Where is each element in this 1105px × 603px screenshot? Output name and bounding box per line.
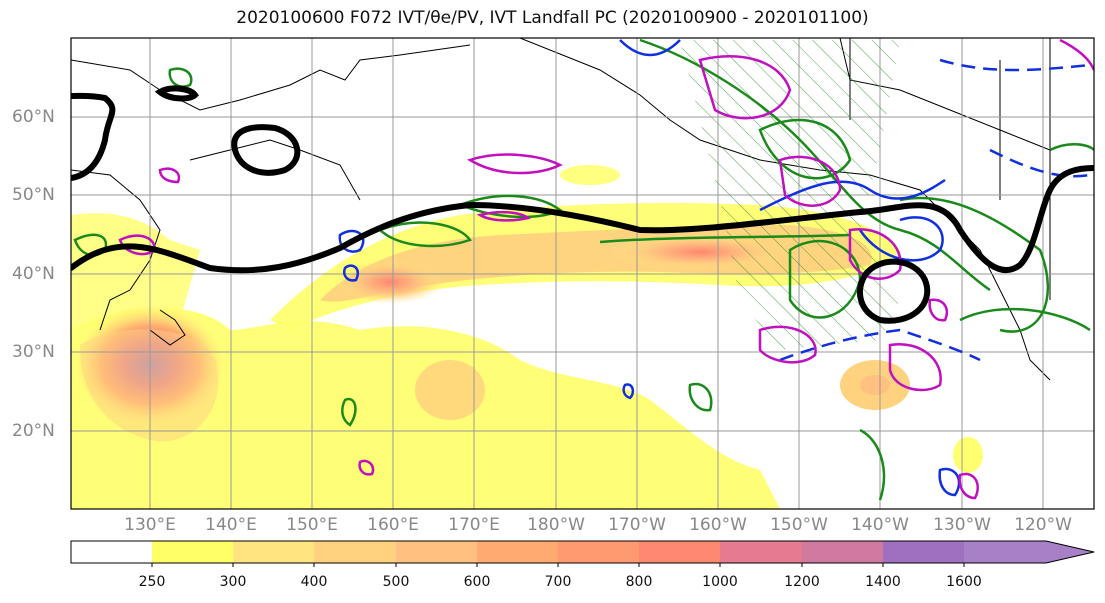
blue-contours: [338, 39, 1091, 497]
colorbar-tick: 1600: [946, 574, 982, 590]
black-contour: [71, 85, 1094, 324]
lon-label: 140°E: [205, 515, 257, 535]
map-frame: [70, 37, 1095, 510]
map-plot-area: [71, 38, 1094, 509]
colorbar-tick: 500: [382, 574, 410, 590]
colorbar-tick: 1400: [865, 574, 901, 590]
lon-label: 170°E: [448, 515, 500, 535]
lat-label: 30°N: [12, 342, 55, 362]
lat-label: 50°N: [12, 185, 55, 205]
colorbar-tick: 600: [463, 574, 491, 590]
lon-label: 130°W: [933, 515, 991, 535]
colorbar-tick: 300: [219, 574, 247, 590]
lat-label: 40°N: [12, 264, 55, 284]
lon-label: 170°W: [608, 515, 666, 535]
green-contours: [73, 38, 1094, 501]
lat-label: 60°N: [12, 107, 55, 127]
colorbar-tick: 700: [544, 574, 572, 590]
lon-label: 160°W: [689, 515, 747, 535]
lon-label: 130°E: [124, 515, 176, 535]
colorbar-tick: 1000: [702, 574, 738, 590]
lon-label: 140°W: [851, 515, 909, 535]
colorbar-tick: 400: [300, 574, 328, 590]
lon-label: 160°E: [367, 515, 419, 535]
map-title: 2020100600 F072 IVT/θe/PV, IVT Landfall …: [236, 8, 869, 28]
lat-label: 20°N: [12, 421, 55, 441]
colorbar-tick: 1200: [784, 574, 820, 590]
colorbar-tick: 800: [625, 574, 653, 590]
colorbar: [70, 540, 1095, 567]
lon-label: 120°W: [1014, 515, 1072, 535]
magenta-contours: [118, 38, 1094, 500]
lon-label: 150°W: [770, 515, 828, 535]
lon-label: 180°W: [527, 515, 585, 535]
lon-label: 150°E: [286, 515, 338, 535]
colorbar-tick: 250: [138, 574, 166, 590]
